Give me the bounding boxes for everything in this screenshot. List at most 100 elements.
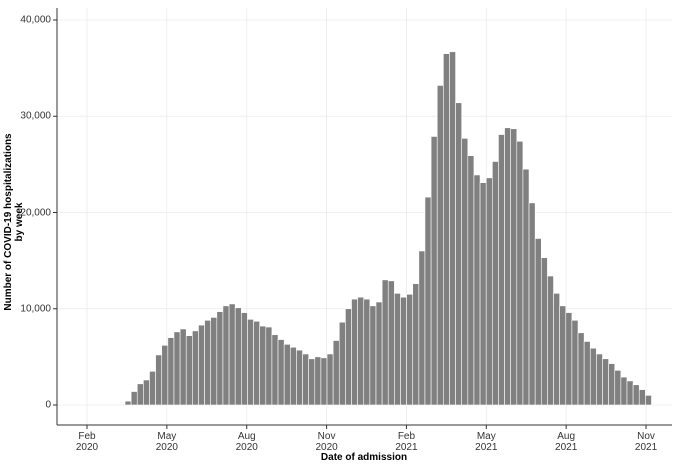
bar (632, 384, 640, 406)
bar (124, 400, 132, 406)
bar (320, 357, 328, 406)
bar (192, 330, 199, 406)
bar (602, 358, 609, 406)
bar (185, 335, 193, 406)
bar (620, 376, 628, 406)
bar (247, 319, 254, 406)
bar (357, 296, 365, 406)
bar (222, 305, 230, 406)
bar (234, 307, 242, 406)
bar (198, 324, 205, 406)
bar (614, 370, 622, 406)
bar (253, 320, 260, 406)
x-tick-label: Aug 2021 (555, 431, 578, 453)
bar (498, 134, 505, 406)
bar (394, 293, 401, 406)
bar (265, 326, 273, 406)
bar (473, 174, 481, 406)
bar (387, 280, 395, 406)
bar (596, 353, 603, 406)
bar (516, 140, 524, 406)
bar (626, 380, 634, 406)
bar (271, 334, 279, 406)
bar (583, 341, 591, 406)
bar (510, 128, 518, 406)
x-tick-label: Aug 2020 (235, 431, 258, 453)
x-tick-label: May 2021 (475, 431, 498, 453)
bar (308, 358, 316, 406)
bar (167, 337, 175, 406)
bar (149, 371, 156, 406)
bar (528, 202, 536, 406)
bar (179, 328, 187, 406)
bar (479, 182, 487, 406)
bar (136, 383, 144, 406)
bar (492, 161, 499, 406)
bar (485, 177, 493, 406)
bar (449, 51, 456, 406)
bar (143, 379, 150, 406)
y-tick-label: 0 (45, 399, 51, 411)
y-tick-label: 20,000 (20, 207, 51, 218)
bar (161, 345, 169, 406)
bar (381, 279, 389, 406)
bar (338, 321, 346, 406)
x-tick-label: Nov 2020 (315, 431, 338, 453)
bar (638, 389, 646, 406)
bar (577, 332, 585, 406)
bar (547, 275, 554, 406)
bar (241, 312, 248, 406)
bar (363, 298, 371, 406)
bar (559, 305, 567, 406)
y-tick-label: 30,000 (20, 110, 51, 122)
bar (332, 340, 340, 406)
bar (534, 238, 542, 406)
bar (412, 283, 420, 406)
bar (228, 303, 236, 406)
bar (216, 311, 224, 406)
x-tick-label: Nov 2021 (634, 431, 658, 453)
x-tick-label: Feb 2021 (395, 431, 418, 453)
y-tick-label: 10,000 (20, 303, 51, 315)
bar (424, 196, 432, 406)
bar (345, 308, 352, 406)
bar (540, 257, 548, 406)
bar (406, 294, 414, 406)
y-axis-label: Number of COVID-19 hospitalizations by w… (3, 133, 25, 311)
bar (283, 344, 291, 406)
bar (375, 301, 383, 406)
bar (504, 127, 511, 406)
bar (204, 319, 212, 406)
bar (467, 155, 475, 406)
bar (443, 53, 450, 406)
bar (461, 138, 469, 406)
bar (436, 85, 444, 406)
bar (553, 293, 560, 406)
bar (589, 347, 597, 406)
bar (418, 250, 426, 406)
bar (130, 391, 138, 406)
bar (326, 353, 334, 406)
bar (571, 319, 579, 406)
bar (522, 168, 530, 406)
bar (277, 339, 285, 406)
bar (455, 102, 463, 406)
bar (289, 346, 297, 406)
y-tick-label: 40,000 (20, 14, 51, 26)
x-tick-label: May 2020 (155, 431, 178, 453)
bar (155, 354, 163, 406)
bar (173, 331, 181, 406)
bar (302, 353, 309, 406)
bar (210, 317, 218, 406)
x-tick-label: Feb 2020 (75, 431, 99, 453)
bar (296, 349, 303, 406)
bar (430, 136, 438, 406)
bar (369, 305, 377, 406)
bar (608, 363, 616, 406)
bar (314, 356, 322, 406)
x-axis-label: Date of admission (320, 452, 408, 463)
bar (645, 395, 652, 406)
bar (400, 296, 407, 406)
